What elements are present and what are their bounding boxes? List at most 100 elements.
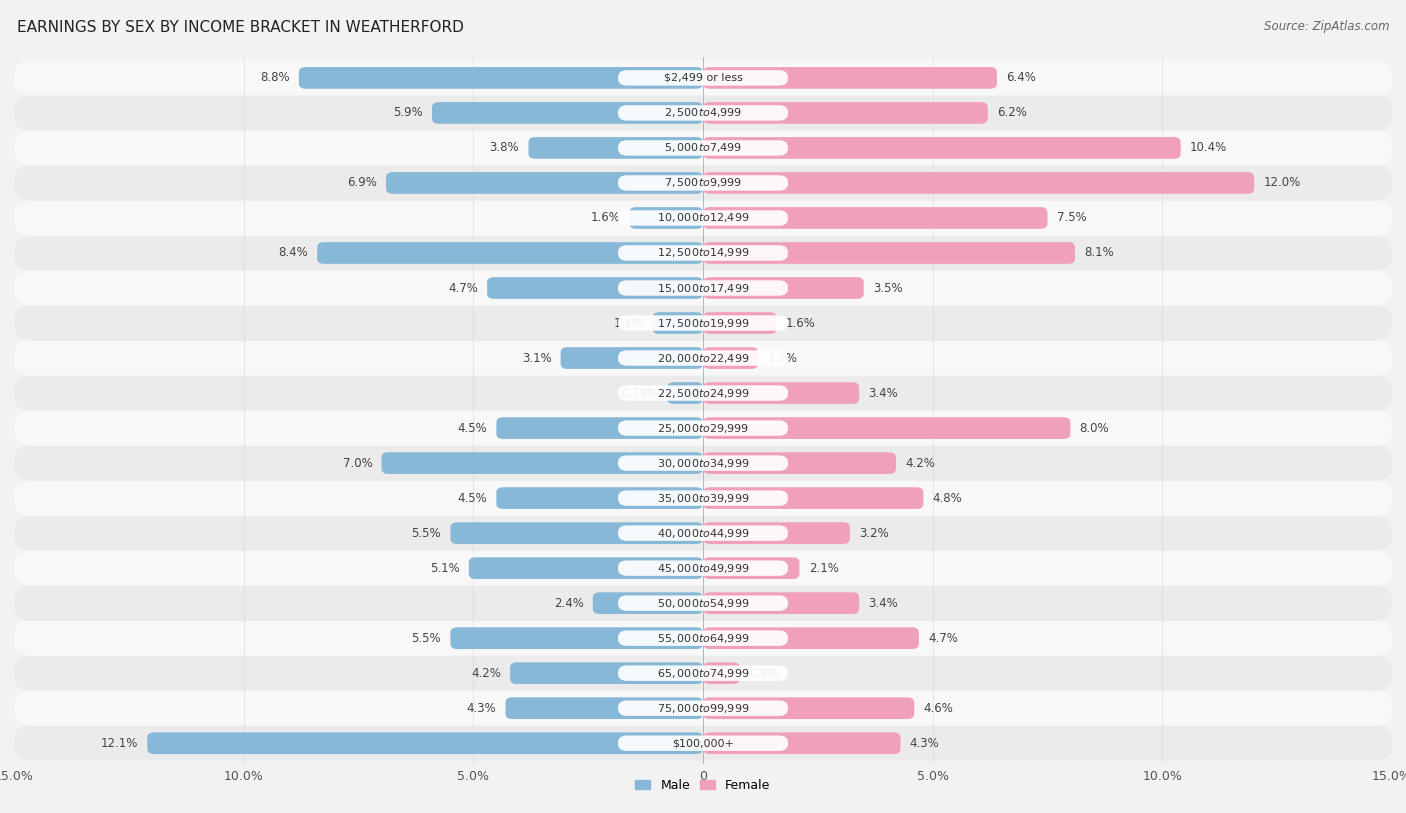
Text: 4.3%: 4.3% xyxy=(910,737,939,750)
FancyBboxPatch shape xyxy=(703,382,859,404)
FancyBboxPatch shape xyxy=(14,655,1392,691)
FancyBboxPatch shape xyxy=(619,595,787,611)
FancyBboxPatch shape xyxy=(703,628,920,649)
Text: 3.1%: 3.1% xyxy=(522,351,551,364)
Text: $40,000 to $44,999: $40,000 to $44,999 xyxy=(657,527,749,540)
FancyBboxPatch shape xyxy=(668,382,703,404)
FancyBboxPatch shape xyxy=(14,480,1392,515)
FancyBboxPatch shape xyxy=(381,452,703,474)
FancyBboxPatch shape xyxy=(703,242,1076,264)
FancyBboxPatch shape xyxy=(703,347,758,369)
Text: 5.5%: 5.5% xyxy=(412,632,441,645)
FancyBboxPatch shape xyxy=(703,102,988,124)
Text: 0.8%: 0.8% xyxy=(749,667,779,680)
FancyBboxPatch shape xyxy=(619,246,787,261)
Text: 6.2%: 6.2% xyxy=(997,107,1026,120)
Text: 2.1%: 2.1% xyxy=(808,562,838,575)
FancyBboxPatch shape xyxy=(14,60,1392,95)
Text: 4.6%: 4.6% xyxy=(924,702,953,715)
FancyBboxPatch shape xyxy=(619,525,787,541)
Text: EARNINGS BY SEX BY INCOME BRACKET IN WEATHERFORD: EARNINGS BY SEX BY INCOME BRACKET IN WEA… xyxy=(17,20,464,35)
Text: 4.7%: 4.7% xyxy=(928,632,957,645)
Text: 5.1%: 5.1% xyxy=(430,562,460,575)
Text: 1.1%: 1.1% xyxy=(613,316,644,329)
FancyBboxPatch shape xyxy=(14,376,1392,411)
Text: 0.78%: 0.78% xyxy=(621,386,658,399)
Text: $15,000 to $17,499: $15,000 to $17,499 xyxy=(657,281,749,294)
Text: $35,000 to $39,999: $35,000 to $39,999 xyxy=(657,492,749,505)
FancyBboxPatch shape xyxy=(14,550,1392,585)
FancyBboxPatch shape xyxy=(619,455,787,471)
FancyBboxPatch shape xyxy=(561,347,703,369)
Text: $50,000 to $54,999: $50,000 to $54,999 xyxy=(657,597,749,610)
Text: 4.8%: 4.8% xyxy=(932,492,962,505)
FancyBboxPatch shape xyxy=(703,522,851,544)
FancyBboxPatch shape xyxy=(619,736,787,751)
FancyBboxPatch shape xyxy=(14,201,1392,236)
Text: 10.4%: 10.4% xyxy=(1189,141,1227,154)
FancyBboxPatch shape xyxy=(529,137,703,159)
FancyBboxPatch shape xyxy=(619,70,787,85)
FancyBboxPatch shape xyxy=(652,312,703,334)
FancyBboxPatch shape xyxy=(703,207,1047,228)
FancyBboxPatch shape xyxy=(510,663,703,684)
Text: 8.4%: 8.4% xyxy=(278,246,308,259)
Text: $25,000 to $29,999: $25,000 to $29,999 xyxy=(657,422,749,435)
FancyBboxPatch shape xyxy=(703,172,1254,193)
FancyBboxPatch shape xyxy=(619,176,787,191)
FancyBboxPatch shape xyxy=(14,446,1392,480)
Text: $30,000 to $34,999: $30,000 to $34,999 xyxy=(657,457,749,470)
Text: 1.6%: 1.6% xyxy=(786,316,815,329)
FancyBboxPatch shape xyxy=(619,315,787,331)
Text: 4.5%: 4.5% xyxy=(457,422,486,435)
FancyBboxPatch shape xyxy=(318,242,703,264)
FancyBboxPatch shape xyxy=(593,593,703,614)
Text: 3.8%: 3.8% xyxy=(489,141,519,154)
Text: 4.3%: 4.3% xyxy=(467,702,496,715)
FancyBboxPatch shape xyxy=(619,141,787,155)
Text: $7,500 to $9,999: $7,500 to $9,999 xyxy=(664,176,742,189)
Text: $2,499 or less: $2,499 or less xyxy=(664,73,742,83)
FancyBboxPatch shape xyxy=(468,557,703,579)
FancyBboxPatch shape xyxy=(703,312,776,334)
Text: $100,000+: $100,000+ xyxy=(672,738,734,748)
Text: $12,500 to $14,999: $12,500 to $14,999 xyxy=(657,246,749,259)
FancyBboxPatch shape xyxy=(619,280,787,296)
FancyBboxPatch shape xyxy=(619,490,787,506)
FancyBboxPatch shape xyxy=(703,417,1070,439)
FancyBboxPatch shape xyxy=(14,411,1392,446)
Text: 5.9%: 5.9% xyxy=(394,107,423,120)
FancyBboxPatch shape xyxy=(14,271,1392,306)
FancyBboxPatch shape xyxy=(14,130,1392,166)
FancyBboxPatch shape xyxy=(506,698,703,719)
FancyBboxPatch shape xyxy=(703,663,740,684)
FancyBboxPatch shape xyxy=(619,560,787,576)
Text: 3.2%: 3.2% xyxy=(859,527,889,540)
Text: 6.9%: 6.9% xyxy=(347,176,377,189)
Text: 1.2%: 1.2% xyxy=(768,351,797,364)
Text: $45,000 to $49,999: $45,000 to $49,999 xyxy=(657,562,749,575)
Text: 4.5%: 4.5% xyxy=(457,492,486,505)
FancyBboxPatch shape xyxy=(450,628,703,649)
Text: 7.5%: 7.5% xyxy=(1057,211,1087,224)
Text: $20,000 to $22,499: $20,000 to $22,499 xyxy=(657,351,749,364)
Text: $55,000 to $64,999: $55,000 to $64,999 xyxy=(657,632,749,645)
Text: $2,500 to $4,999: $2,500 to $4,999 xyxy=(664,107,742,120)
FancyBboxPatch shape xyxy=(703,733,900,754)
FancyBboxPatch shape xyxy=(14,95,1392,130)
FancyBboxPatch shape xyxy=(703,698,914,719)
FancyBboxPatch shape xyxy=(299,67,703,89)
Text: 3.5%: 3.5% xyxy=(873,281,903,294)
FancyBboxPatch shape xyxy=(486,277,703,299)
FancyBboxPatch shape xyxy=(14,236,1392,271)
FancyBboxPatch shape xyxy=(14,166,1392,201)
FancyBboxPatch shape xyxy=(496,417,703,439)
FancyBboxPatch shape xyxy=(703,487,924,509)
FancyBboxPatch shape xyxy=(619,701,787,716)
Text: 3.4%: 3.4% xyxy=(869,386,898,399)
FancyBboxPatch shape xyxy=(619,211,787,226)
FancyBboxPatch shape xyxy=(703,67,997,89)
Text: 5.5%: 5.5% xyxy=(412,527,441,540)
FancyBboxPatch shape xyxy=(14,306,1392,341)
FancyBboxPatch shape xyxy=(14,585,1392,620)
